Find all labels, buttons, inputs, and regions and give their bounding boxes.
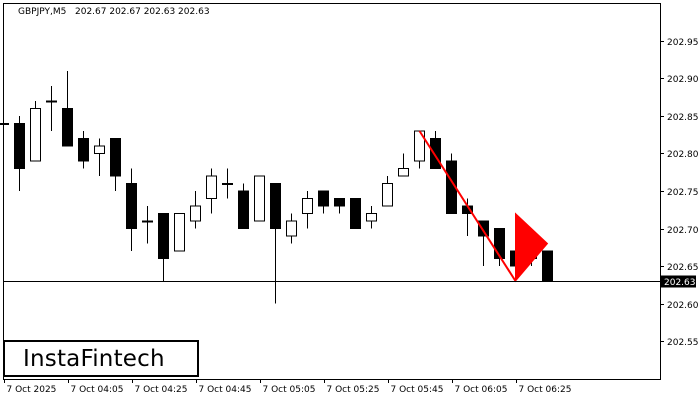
candle-body-bear (142, 220, 153, 223)
y-tick-label: 202.90 (667, 75, 699, 85)
candle-body-bear (542, 250, 553, 282)
candle (318, 190, 329, 214)
candle (238, 183, 249, 229)
candle-body-bull (190, 205, 201, 222)
candle-body-bear (46, 100, 57, 103)
x-axis: 7 Oct 2025 7 Oct 04:05 7 Oct 04:25 7 Oct 04… (4, 379, 572, 395)
candle (446, 153, 457, 214)
candle (398, 153, 409, 177)
candle (46, 86, 57, 131)
candle (0, 101, 9, 139)
candle-body-bull (366, 213, 377, 222)
candle-body-bear (62, 108, 73, 147)
current-price-tag (660, 275, 696, 288)
candle-body-bear (334, 198, 345, 207)
candle (302, 191, 313, 229)
candle-body-bear (222, 183, 233, 185)
pennant-pole-line (418, 130, 517, 282)
y-tick-label: 202.85 (667, 113, 699, 123)
candle (270, 183, 281, 304)
y-tick-label: 202.75 (667, 188, 699, 198)
candle-body-bear (158, 213, 169, 259)
candle (14, 116, 25, 191)
x-tick-label: 7 Oct 05:05 (263, 385, 316, 395)
header-ohlc: 202.67 202.67 202.63 202.63 (75, 7, 210, 17)
candle-body-bear (430, 138, 441, 169)
candle-body-bull (206, 175, 217, 199)
candle-body-bear (350, 198, 361, 229)
candle-body-bear (14, 123, 25, 169)
candle (158, 213, 169, 281)
candle (190, 191, 201, 229)
instafintech-logo: InstaFintech (3, 340, 199, 377)
logo-text: InstaFintech (23, 345, 165, 372)
candle (94, 138, 105, 176)
candle-body-bear (78, 138, 89, 162)
x-tick-label: 7 Oct 04:05 (71, 385, 124, 395)
current-price-label: 202.63 (664, 278, 696, 288)
y-tick-label: 202.65 (667, 263, 699, 273)
pennant-flag (515, 212, 549, 283)
x-tick-label: 7 Oct 06:25 (519, 385, 572, 395)
x-tick-label: 7 Oct 04:25 (135, 385, 188, 395)
candle (478, 220, 489, 266)
candle (30, 101, 41, 162)
candle-body-bull (30, 108, 41, 162)
x-tick-label: 7 Oct 04:45 (199, 385, 252, 395)
candle-body-bull (254, 175, 265, 222)
candle-body-bear (0, 123, 9, 125)
candle (334, 198, 345, 214)
candle-body-bull (94, 145, 105, 154)
candle (430, 131, 441, 169)
candle-body-bear (270, 183, 281, 229)
x-tick-label: 7 Oct 05:25 (327, 385, 380, 395)
x-tick-label: 7 Oct 05:45 (391, 385, 444, 395)
current-price-line: 202.63 (3, 275, 696, 288)
candle-body-bull (382, 183, 393, 207)
candle (254, 175, 265, 222)
candle-body-bull (398, 168, 409, 177)
x-tick-label: 7 Oct 06:05 (455, 385, 508, 395)
y-axis: 202.95 202.90 202.85 202.80 202.75 202.70 202.… (660, 38, 699, 348)
candle (222, 168, 233, 199)
candle-body-bull (286, 220, 297, 237)
y-tick-label: 202.70 (667, 226, 699, 236)
candle-body-bear (478, 220, 489, 237)
y-tick-label: 202.55 (667, 338, 699, 348)
candle (350, 198, 361, 229)
candle (494, 228, 505, 266)
candle (206, 168, 217, 214)
candle-body-bull (174, 213, 185, 252)
y-tick-label: 202.95 (667, 38, 699, 48)
candle (382, 176, 393, 207)
candle-body-bear (318, 190, 329, 207)
pennant-pattern (418, 130, 549, 283)
candles-layer (0, 71, 553, 304)
candle (286, 213, 297, 244)
candle-body-bull (302, 198, 313, 214)
y-tick-label: 202.60 (667, 301, 699, 311)
candle (126, 168, 137, 251)
candle (174, 213, 185, 252)
candle-body-bear (494, 228, 505, 259)
x-tick-label: 7 Oct 2025 (7, 385, 57, 395)
candle (62, 71, 73, 147)
y-tick-label: 202.80 (667, 150, 699, 160)
candle (542, 250, 553, 282)
candle (78, 131, 89, 169)
candle-body-bear (238, 190, 249, 229)
candle-body-bear (126, 183, 137, 229)
candle (110, 138, 121, 191)
candle (142, 206, 153, 244)
header-symbol: GBPJPY,M5 (18, 7, 66, 17)
candle-body-bear (110, 138, 121, 177)
candle (366, 206, 377, 229)
